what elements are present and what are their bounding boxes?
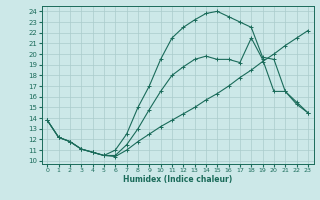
X-axis label: Humidex (Indice chaleur): Humidex (Indice chaleur) <box>123 175 232 184</box>
